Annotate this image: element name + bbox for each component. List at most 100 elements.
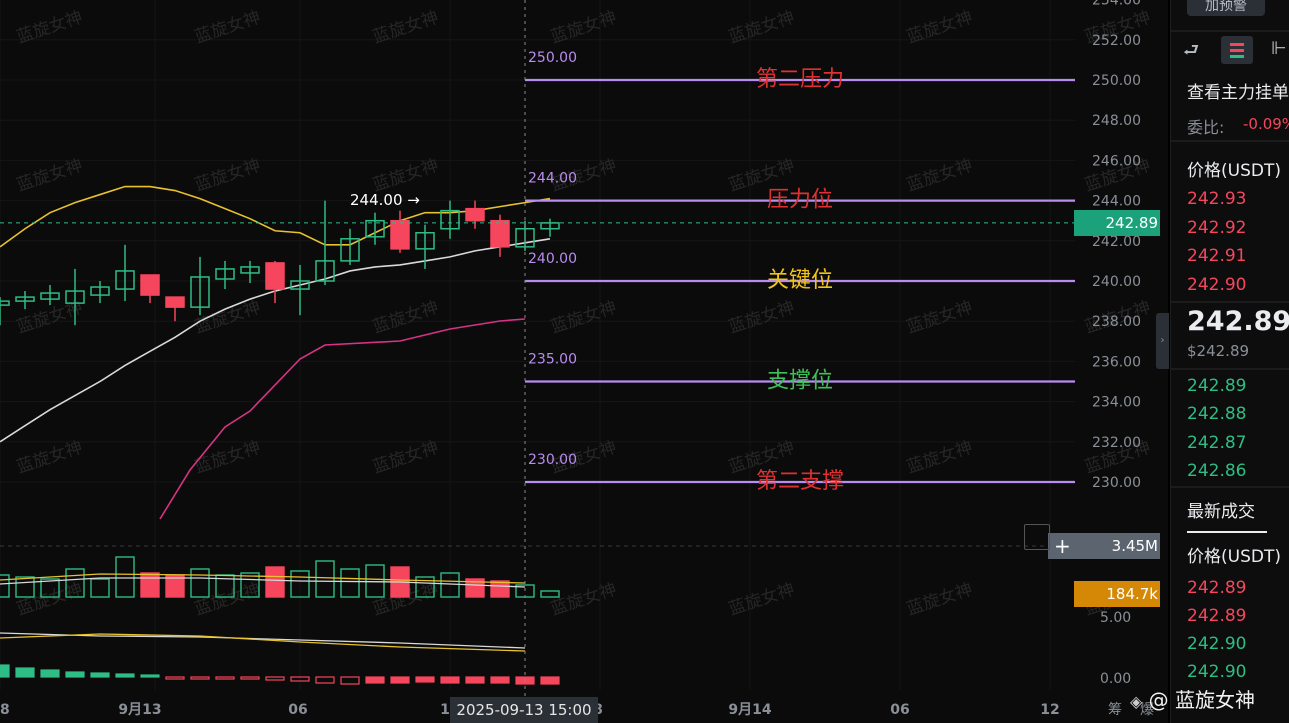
volume-ma-yellow [0,573,526,584]
price-axis: 254.00 252.00 250.00 248.00 246.00 244.00 242.… [1092,0,1141,687]
volume-bar [240,572,260,598]
volume-bar [15,576,35,598]
add-alert-label: 加预警 [1205,0,1247,14]
trade-row: 242.89 [1187,606,1247,626]
price-tick-label: 252.00 [1092,33,1141,49]
order-book-both-icon[interactable]: ⮐ [1183,40,1200,61]
candle-body [365,219,385,238]
watermark-text: 蓝旋女神 [192,298,263,338]
chart-area[interactable]: 蓝旋女神 蓝旋女神 蓝旋女神 蓝旋女神 蓝旋女神 蓝旋女神 蓝旋女神 蓝旋女神 蓝旋女神 蓝旋女神… [0,0,1168,723]
volume-tick-label: 0.00 [1100,671,1131,687]
watermark-text: 蓝旋女神 [370,8,441,48]
watermark-text: 蓝旋女神 [904,156,975,196]
brand-text: @ 蓝旋女神 [1148,688,1256,712]
level-zone-label: 第二压力 [756,67,844,92]
recent-trades-title[interactable]: 最新成交 [1187,502,1255,522]
indicator-bar [315,676,335,684]
volume-bar [190,568,210,598]
candle-body [340,238,360,262]
volume-bar [65,568,85,598]
candle-body [15,296,35,302]
price-tick-label: 234.00 [1092,395,1141,411]
chevron-right-icon: › [1160,335,1165,346]
plus-icon[interactable]: + [1054,534,1071,558]
watermark-text: 蓝旋女神 [14,156,85,196]
volume-bar [490,580,510,598]
level-price-label: 240.00 [528,251,577,267]
price-tick-label: 254.00 [1092,0,1141,9]
volume-bar [465,578,485,598]
indicator-bar [190,676,210,680]
time-tick-label: 8 [0,702,10,718]
expand-icon[interactable] [1024,524,1050,550]
moving-averages [0,185,551,520]
ratio-label: 委比: [1187,118,1225,137]
volume-bar [290,570,310,598]
candle-body [0,300,10,306]
indicator-bar [240,676,260,680]
divider [1171,486,1289,488]
bid-row[interactable]: 242.89 [1187,376,1247,396]
bid-row[interactable]: 242.86 [1187,461,1247,481]
watermark-text: 蓝旋女神 [904,298,975,338]
watermark-text: 蓝旋女神 [192,438,263,478]
indicator-bar [415,676,435,683]
indicator-bar [540,676,560,685]
price-tick-label: 242.00 [1092,234,1141,250]
time-tick-label: 9月13 [118,702,161,718]
trade-row: 242.90 [1187,662,1247,682]
indicator-bar [490,676,510,684]
divider [1171,30,1289,32]
candle-body [190,276,210,308]
tab-underline [1187,531,1267,533]
indicator-bar [215,676,235,680]
volume-bar [40,578,60,598]
time-tick-label: 8 [593,702,603,718]
crosshair-time-badge: 2025-09-13 15:00 [450,697,598,723]
order-book-view-icon[interactable] [1221,36,1253,64]
ask-row[interactable]: 242.92 [1187,218,1247,238]
bid-row[interactable]: 242.87 [1187,433,1247,453]
indicator-bar [115,673,135,678]
bid-row[interactable]: 242.88 [1187,404,1247,424]
indicator-bar [165,676,185,680]
indicator-bar [465,676,485,684]
candle-body [540,222,560,230]
candle-body [165,296,185,308]
axis-extra-label: 筹 [1108,701,1122,718]
ask-row[interactable]: 242.91 [1187,246,1247,266]
level-price-label: 244.00 [528,171,577,187]
indicator-bar [390,676,410,684]
candlesticks [0,200,560,326]
indicator-pane [0,632,560,685]
watermark-text: 蓝旋女神 [904,438,975,478]
collapse-panel-tab[interactable]: › [1156,313,1169,369]
order-book-panel: 加预警 ⮐ ⊩ 查看主力挂单 委比: -0.09% 价格(USDT) 242.9… [1170,0,1289,723]
candle-body [465,207,485,222]
watermark-text: 蓝旋女神 [192,580,263,620]
watermark-text: 蓝旋女神 [904,580,975,620]
volume-badge: 184.7k [1074,581,1160,607]
main-orders-link[interactable]: 查看主力挂单 [1187,83,1289,103]
watermark-text: 蓝旋女神 [192,156,263,196]
high-marker: 244.00 → [350,191,420,209]
indicator-bar [0,664,10,678]
time-tick-label: 9月14 [728,702,771,718]
last-price-usd: $242.89 [1187,342,1250,360]
candle-body [315,260,335,282]
watermark-text: 蓝旋女神 [548,298,619,338]
volume-bar [90,578,110,598]
watermark-text: 蓝旋女神 [726,298,797,338]
indicator-bar [265,676,285,681]
ask-row[interactable]: 242.93 [1187,189,1247,209]
candle-body [415,232,435,250]
volume-value: 184.7k [1106,585,1158,603]
brand-logo-icon: ◈ [1130,692,1143,711]
add-alert-button[interactable]: 加预警 [1187,0,1265,16]
ask-row[interactable]: 242.90 [1187,275,1247,295]
order-book-alt-icon[interactable]: ⊩ [1271,38,1287,59]
crosshair-volume-value: 3.45M [1111,537,1158,555]
price-tick-label: 244.00 [1092,194,1141,210]
indicator-bar [40,669,60,678]
